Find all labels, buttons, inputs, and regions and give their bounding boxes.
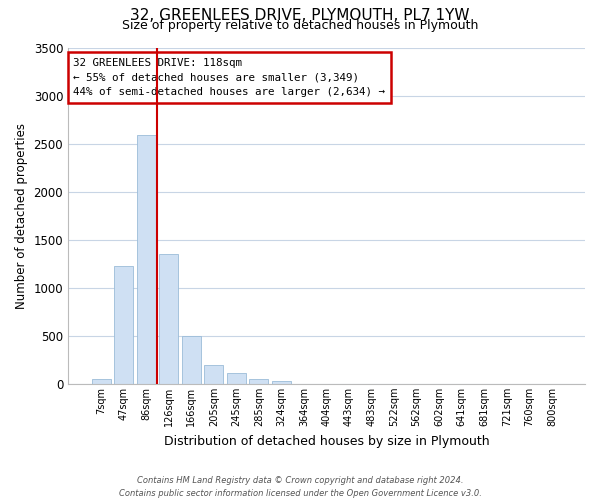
Bar [250, 379, 268, 384]
Bar [227, 374, 246, 384]
Bar [92, 379, 110, 384]
Text: 32, GREENLEES DRIVE, PLYMOUTH, PL7 1YW: 32, GREENLEES DRIVE, PLYMOUTH, PL7 1YW [130, 8, 470, 22]
Bar [137, 135, 156, 384]
Text: Size of property relative to detached houses in Plymouth: Size of property relative to detached ho… [122, 19, 478, 32]
Bar [114, 266, 133, 384]
Text: 32 GREENLEES DRIVE: 118sqm
← 55% of detached houses are smaller (3,349)
44% of s: 32 GREENLEES DRIVE: 118sqm ← 55% of deta… [73, 58, 385, 97]
Bar [182, 336, 201, 384]
X-axis label: Distribution of detached houses by size in Plymouth: Distribution of detached houses by size … [164, 434, 490, 448]
Bar [159, 254, 178, 384]
Bar [272, 381, 291, 384]
Text: Contains HM Land Registry data © Crown copyright and database right 2024.
Contai: Contains HM Land Registry data © Crown c… [119, 476, 481, 498]
Bar [204, 364, 223, 384]
Y-axis label: Number of detached properties: Number of detached properties [15, 122, 28, 308]
